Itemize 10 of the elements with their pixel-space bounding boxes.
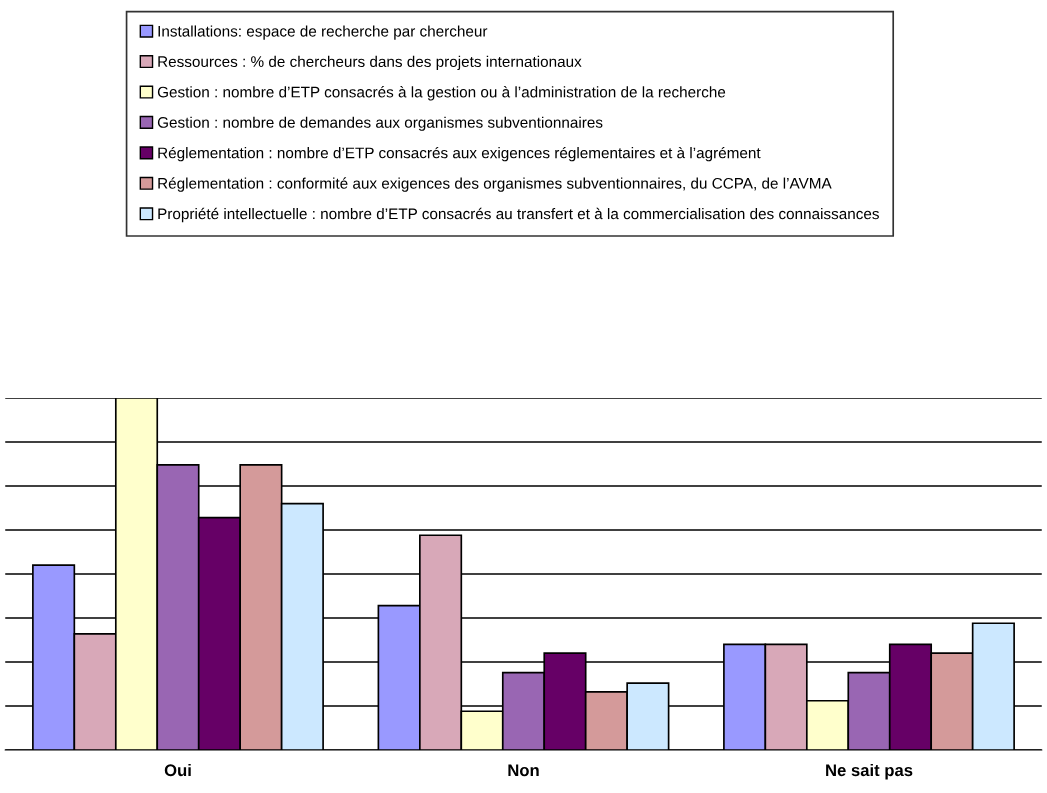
legend-label: Installations: espace de recherche par chercheur xyxy=(158,25,488,40)
legend-label: Ressources : % de chercheurs dans des projets internationaux xyxy=(158,55,582,71)
x-tick-label: Oui xyxy=(164,763,191,777)
legend-label: Propriété intellectuelle : nombre d’ETP consacrés au transfert et à la commercialisation des connaissances xyxy=(158,207,879,223)
legend-label: Gestion : nombre d’ETP consacrés à la gestion ou à l’administration de la recherche xyxy=(157,86,726,101)
legend-label: Réglementation : nombre d’ETP consacrés aux exigences réglementaires et à l’agrément xyxy=(158,146,761,162)
x-tick-label: Non xyxy=(508,764,539,777)
x-tick-label: Ne sait pas xyxy=(826,763,913,780)
legend-label: Gestion : nombre de demandes aux organismes subventionnaires xyxy=(157,116,603,131)
legend-label: Réglementation : conformité aux exigences des organismes subventionnaires, du CCPA, de l’AVMA xyxy=(158,177,832,192)
